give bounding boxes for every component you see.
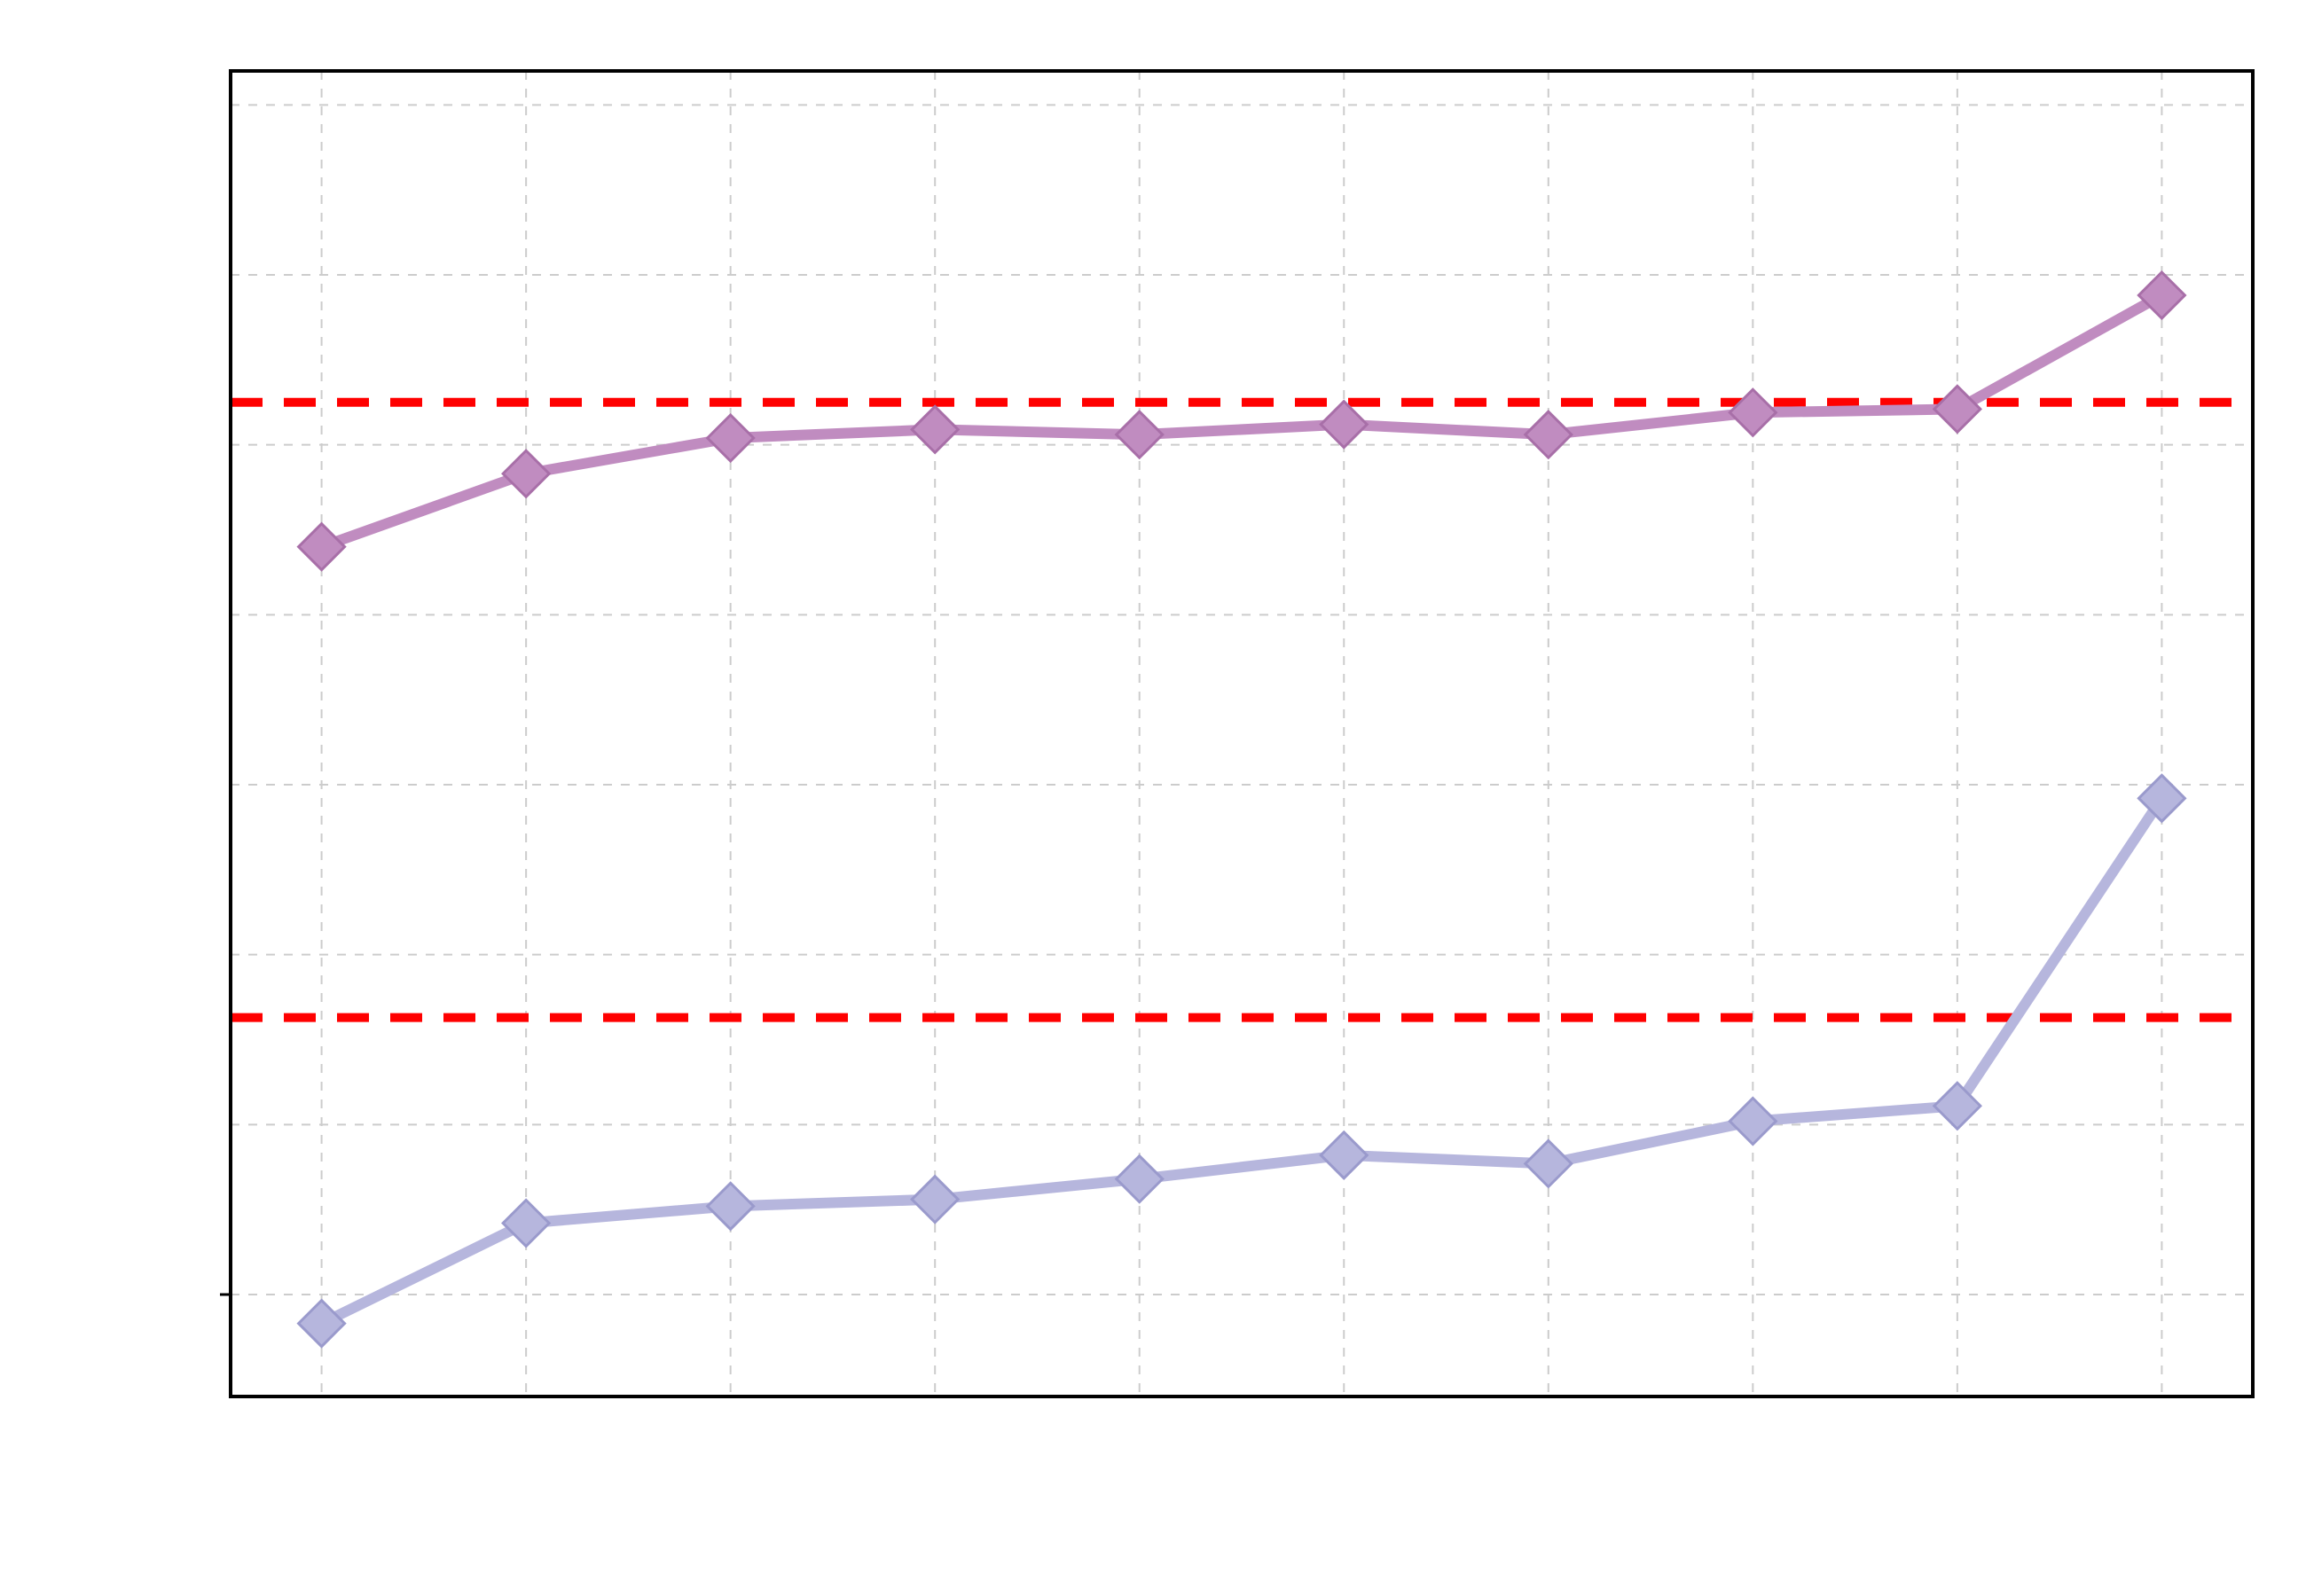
line-chart	[0, 0, 2306, 1592]
chart-bg	[0, 0, 2306, 1592]
chart-container	[0, 0, 2306, 1596]
